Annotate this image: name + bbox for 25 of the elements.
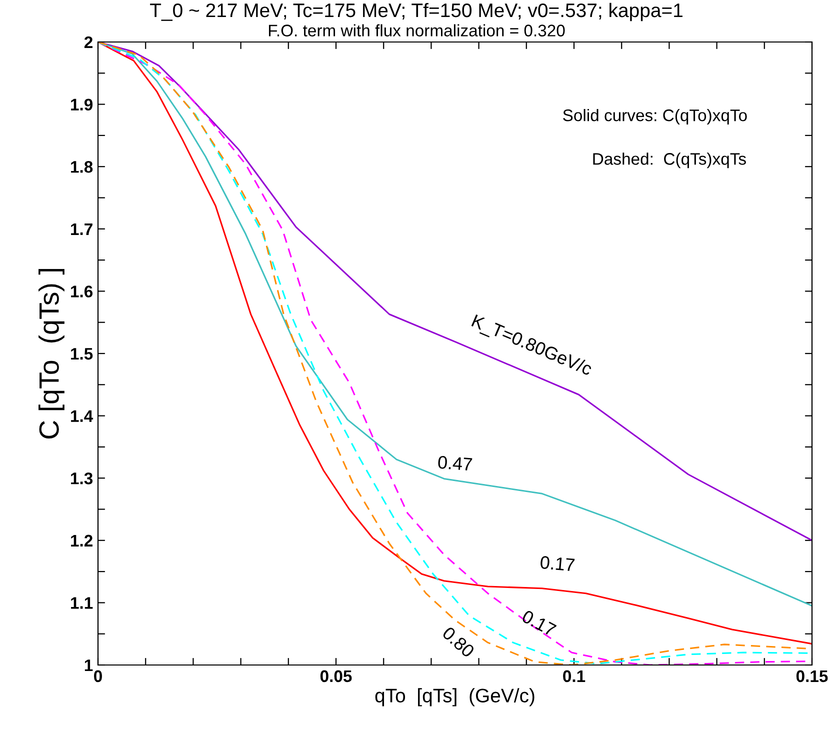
y-tick-label: 1.2	[71, 534, 92, 546]
annotation: Solid curves: C(qTo)xqTo	[563, 108, 747, 125]
x-tick-label: 0.05	[320, 670, 352, 682]
y-tick-label: 1.1	[71, 597, 93, 609]
chart-title: T_0 ~ 217 MeV; Tc=175 MeV; Tf=150 MeV; v0=.537; kappa=1	[150, 2, 682, 22]
y-tick-label: 1.5	[71, 348, 93, 360]
x-tick-label: 0	[94, 670, 102, 682]
y-axis-title: C [qTo (qTs) ]	[38, 269, 64, 439]
y-tick-label: 1.3	[71, 472, 93, 484]
series-label: 0.17	[540, 556, 575, 572]
y-tick-label: 1.6	[71, 286, 93, 298]
chart-subtitle: F.O. term with flux normalization = 0.320	[268, 24, 565, 36]
series-label: 0.47	[438, 456, 472, 471]
annotation: Dashed: C(qTs)xqTs	[593, 152, 746, 168]
x-tick-label: 0.1	[563, 670, 586, 682]
y-tick-label: 1.4	[71, 410, 94, 422]
y-tick-label: 1.8	[71, 161, 93, 173]
y-tick-label: 1	[84, 660, 93, 672]
y-tick-label: 1.9	[71, 98, 93, 111]
x-tick-label: 0.15	[796, 670, 828, 682]
y-tick-label: 1.7	[71, 223, 92, 235]
text: 0.17	[521, 610, 557, 637]
y-tick-label: 2	[84, 36, 92, 48]
text: 0.80	[442, 626, 476, 658]
x-axis-title: qTo [qTs] (GeV/c)	[375, 688, 534, 706]
